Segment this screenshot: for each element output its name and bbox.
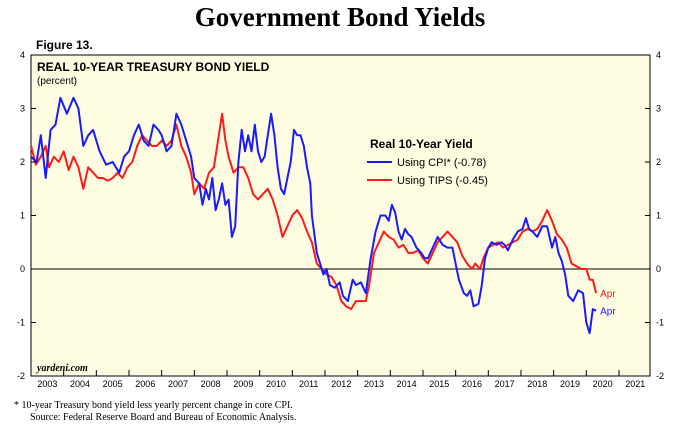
footnote: * 10-year Treasury bond yield less yearl… <box>14 400 293 411</box>
x-tick-label: 2008 <box>201 379 221 389</box>
plot-area <box>30 54 651 377</box>
legend-entry-tips: Using TIPS (-0.45) <box>367 175 488 187</box>
page-title: Government Bond Yields <box>194 2 486 32</box>
y-tick-label-left: 0 <box>20 264 25 274</box>
series-line-cpi <box>30 96 597 335</box>
x-tick-label: 2013 <box>364 379 384 389</box>
chart-subtitle: (percent) <box>37 76 77 87</box>
y-tick-label-left: -1 <box>17 318 25 328</box>
x-tick-label: 2009 <box>233 379 253 389</box>
x-tick-label: 2005 <box>103 379 123 389</box>
x-tick-label: 2007 <box>168 379 188 389</box>
source-note: Source: Federal Reserve Board and Bureau… <box>30 412 297 423</box>
y-tick-label-right: 0 <box>656 264 661 274</box>
y-tick-label-left: 1 <box>20 211 25 221</box>
series-end-label-cpi: Apr <box>600 307 616 318</box>
x-tick-label: 2019 <box>560 379 580 389</box>
chart-title: REAL 10-YEAR TREASURY BOND YIELD <box>37 60 270 74</box>
x-tick-label: 2020 <box>593 379 613 389</box>
x-tick-label: 2018 <box>527 379 547 389</box>
x-tick-label: 2016 <box>462 379 482 389</box>
x-tick-label: 2004 <box>70 379 90 389</box>
y-tick-label-right: -2 <box>656 371 664 381</box>
y-tick-label-right: 3 <box>656 104 661 114</box>
x-tick-label: 2003 <box>37 379 57 389</box>
y-tick-label-right: 2 <box>656 157 661 167</box>
watermark: yardeni.com <box>36 363 88 374</box>
series-end-label-tips: Apr <box>600 289 616 300</box>
series-line-tips <box>30 112 598 311</box>
y-tick-label-left: -2 <box>17 371 25 381</box>
legend-label-tips: Using TIPS (-0.45) <box>397 175 488 187</box>
legend-entry-cpi: Using CPI* (-0.78) <box>367 157 486 169</box>
y-tick-label-left: 2 <box>20 157 25 167</box>
legend-label-cpi: Using CPI* (-0.78) <box>397 157 486 169</box>
y-tick-label-right: -1 <box>656 318 664 328</box>
x-tick-label: 2011 <box>299 379 318 389</box>
figure-label: Figure 13. <box>36 38 93 52</box>
x-tick-label: 2017 <box>495 379 515 389</box>
y-tick-label-left: 3 <box>20 104 25 114</box>
x-tick-label: 2015 <box>429 379 449 389</box>
x-tick-label: 2014 <box>397 379 417 389</box>
x-tick-label: 2006 <box>135 379 155 389</box>
x-tick-label: 2021 <box>625 379 645 389</box>
y-tick-label-left: 4 <box>20 50 25 60</box>
legend-title: Real 10-Year Yield <box>370 137 473 151</box>
x-tick-label: 2010 <box>266 379 286 389</box>
y-tick-label-right: 1 <box>656 211 661 221</box>
y-tick-label-right: 4 <box>656 50 661 60</box>
x-tick-label: 2012 <box>331 379 351 389</box>
